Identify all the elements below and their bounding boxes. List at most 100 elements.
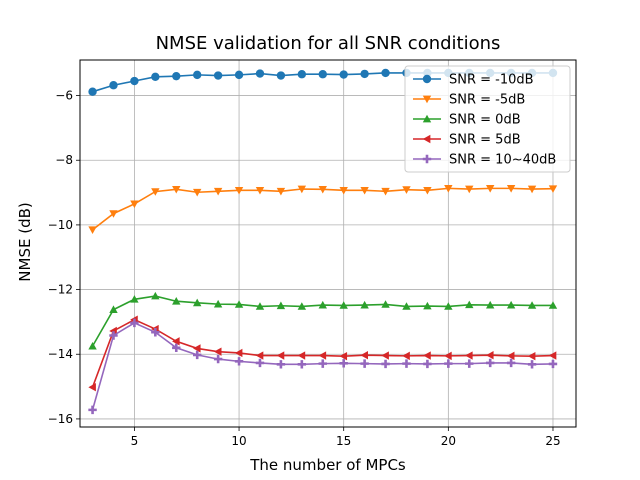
data-point (213, 71, 223, 80)
data-point (485, 358, 495, 368)
data-point (548, 301, 558, 309)
data-point (234, 186, 244, 195)
data-point (360, 300, 369, 309)
data-point (297, 360, 307, 369)
data-point (213, 347, 222, 356)
data-point (318, 300, 327, 309)
data-point (527, 351, 536, 361)
series-1 (88, 185, 558, 234)
data-point (402, 186, 411, 194)
y-tick-label: −6 (55, 89, 73, 103)
y-axis-label: NMSE (dB) (16, 202, 34, 281)
x-tick-label: 5 (131, 434, 139, 448)
data-point (381, 351, 389, 360)
data-point (485, 185, 495, 193)
legend: SNR = -10dB SNR = -5dB SNR = 0dB SNR = 5dB S… (404, 65, 571, 173)
data-point (339, 70, 348, 79)
data-point (109, 81, 118, 90)
legend-marker (422, 95, 432, 104)
data-point (506, 358, 516, 368)
data-point (444, 185, 453, 193)
data-point (109, 210, 118, 218)
data-point (465, 300, 474, 309)
data-point (192, 70, 202, 80)
data-point (381, 187, 390, 196)
data-point (297, 185, 307, 194)
data-point (88, 226, 97, 234)
data-point (234, 70, 244, 80)
x-tick-label: 20 (441, 434, 456, 448)
legend-box (404, 65, 571, 173)
data-point (130, 318, 139, 328)
data-point (423, 359, 432, 369)
data-point (360, 69, 369, 79)
data-point (130, 200, 139, 209)
data-point (255, 302, 265, 310)
y-tick-label: −16 (48, 412, 73, 426)
legend-marker (422, 154, 432, 164)
data-point (339, 351, 348, 361)
axis-ticks: 5 10 15 20 25 −16 −14 −12 −10 −8 −6 (48, 89, 561, 448)
data-point (276, 351, 285, 360)
plot-area-frame (79, 59, 577, 428)
data-point (381, 68, 390, 78)
y-tick-label: −14 (48, 347, 73, 361)
data-point (318, 351, 327, 360)
data-point (506, 185, 516, 193)
data-point (465, 351, 473, 360)
legend-label: SNR = 0dB (449, 113, 521, 128)
legend-label: SNR = -10dB (449, 73, 534, 88)
data-point (360, 186, 369, 195)
data-point (151, 328, 160, 337)
data-point (339, 359, 348, 368)
data-point (548, 359, 558, 369)
x-tick-label: 25 (545, 434, 560, 448)
data-point (234, 357, 244, 366)
data-point (465, 359, 474, 368)
data-point (402, 302, 411, 310)
data-point (527, 360, 537, 369)
data-point (192, 188, 202, 197)
data-point (192, 298, 202, 307)
data-point (172, 71, 181, 81)
data-point (527, 185, 537, 194)
y-tick-label: −10 (48, 218, 73, 232)
data-point (381, 359, 390, 369)
data-point (339, 186, 348, 195)
data-point (234, 300, 244, 308)
data-point (88, 383, 96, 392)
data-point (255, 186, 265, 195)
data-point (339, 301, 348, 309)
data-point (109, 331, 118, 340)
data-point (151, 188, 160, 196)
data-point (213, 187, 223, 196)
x-tick-label: 10 (231, 434, 246, 448)
data-point (360, 359, 369, 368)
data-point (423, 301, 432, 310)
data-point (381, 300, 390, 308)
data-point (318, 359, 327, 368)
data-point (109, 305, 118, 313)
legend-marker (422, 114, 432, 123)
data-point (548, 185, 558, 193)
data-point (548, 351, 557, 360)
data-point (527, 301, 537, 309)
data-point (444, 351, 452, 361)
data-point (172, 297, 181, 305)
data-point (276, 360, 286, 369)
data-point (402, 351, 410, 361)
data-point (151, 291, 160, 300)
legend-label: SNR = 10~40dB (449, 153, 556, 168)
data-point (318, 185, 327, 194)
data-point (172, 337, 180, 346)
data-point (88, 87, 97, 96)
data-point (130, 295, 139, 303)
data-point (485, 300, 495, 309)
chart-title: NMSE validation for all SNR conditions (156, 33, 501, 54)
data-point (172, 343, 181, 352)
x-axis-label: The number of MPCs (249, 456, 406, 474)
data-point (213, 299, 223, 308)
data-point (485, 351, 494, 360)
series-2 (88, 291, 558, 350)
data-point (506, 351, 515, 361)
